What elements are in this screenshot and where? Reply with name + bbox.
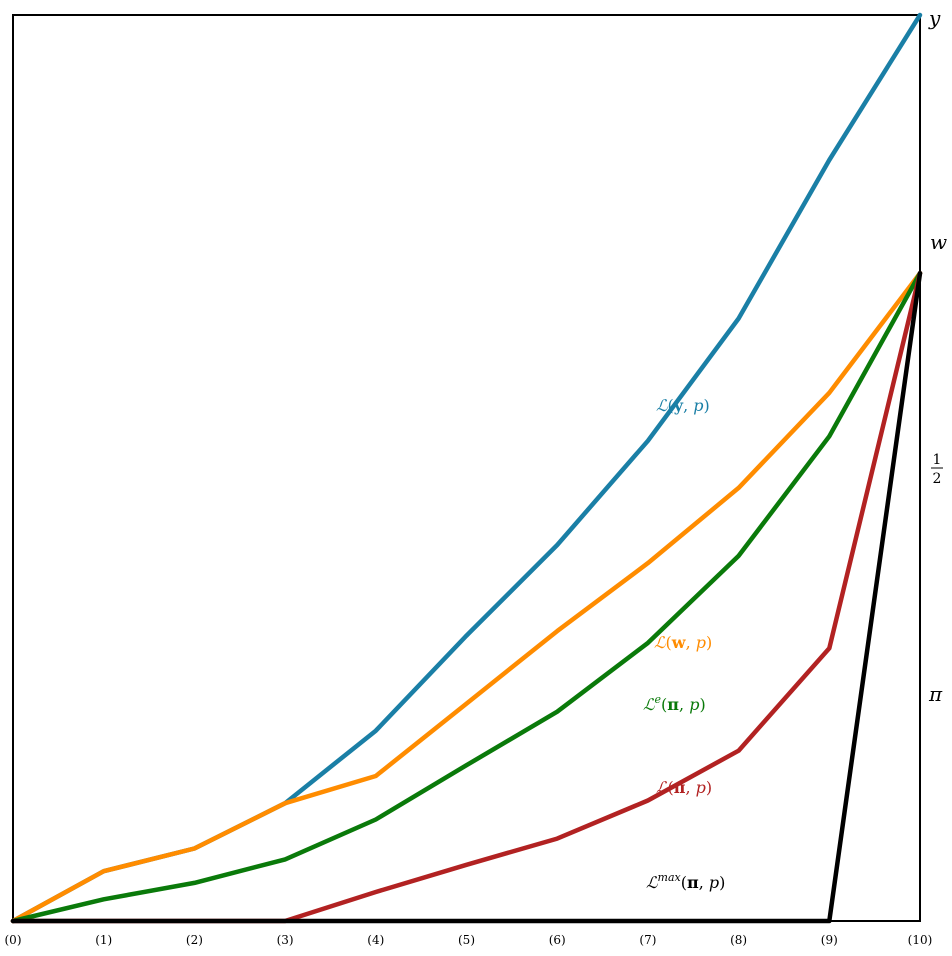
series-line-3 — [10, 270, 923, 924]
x-tick-label: (6) — [549, 933, 566, 947]
series-label-lorenz-y: ℒ(y, p) — [656, 396, 710, 415]
x-tick-label: (8) — [730, 933, 747, 947]
series-line-1 — [10, 270, 923, 924]
series-label-lorenz-w: ℒ(w, p) — [654, 633, 712, 652]
x-tick-label: (3) — [277, 933, 294, 947]
right-label-y: y — [928, 6, 941, 30]
series-label-lorenz-pi: ℒ(π, p) — [656, 778, 712, 797]
x-tick-label: (9) — [821, 933, 838, 947]
series-label-lorenz-e-pi: ℒe(π, p) — [643, 693, 706, 714]
half-denominator: 2 — [933, 471, 942, 487]
x-tick-label: (10) — [908, 933, 933, 947]
x-tick-label: (7) — [639, 933, 656, 947]
series-line-2 — [10, 270, 923, 924]
right-label-half: 1 2 — [931, 452, 943, 487]
plot-frame — [12, 14, 921, 922]
x-tick-labels: (0) (1) (2) (3) (4) (5) (6) (7) (8) (9) (10) — [5, 933, 933, 947]
x-tick-label: (1) — [95, 933, 112, 947]
series-line-0 — [10, 12, 923, 924]
x-tick-label: (0) — [5, 933, 22, 947]
series-line-4 — [10, 270, 923, 924]
x-tick-label: (4) — [367, 933, 384, 947]
x-tick-label: (2) — [186, 933, 203, 947]
half-numerator: 1 — [933, 452, 942, 468]
right-label-w: w — [930, 230, 947, 254]
series-layer — [10, 12, 923, 924]
x-tick-label: (5) — [458, 933, 475, 947]
series-label-lorenz-max-pi: ℒmax(π, p) — [646, 871, 725, 892]
right-label-pi: π — [928, 682, 943, 706]
